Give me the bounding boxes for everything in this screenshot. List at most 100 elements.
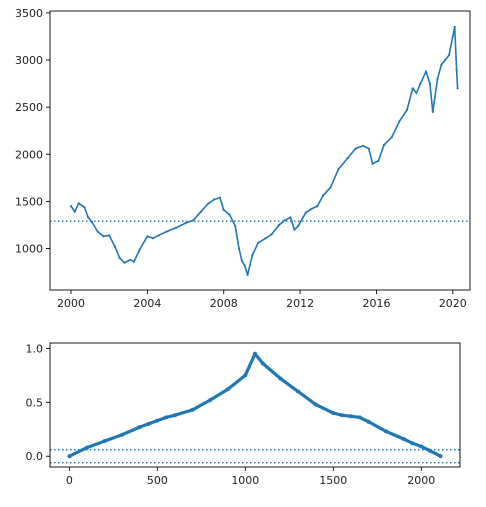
top-data-point [207,202,210,205]
bottom-data-point [190,407,195,412]
top-data-point [321,194,325,197]
bottom-data-point [172,413,177,418]
bottom-x-tick-label: 2000 [407,474,435,487]
top-data-point [371,162,374,165]
top-data-point [425,70,428,73]
bottom-data-point [410,441,415,446]
bottom-x-tick-label: 1500 [319,474,347,487]
top-data-point [83,206,86,209]
bottom-data-point [137,425,142,430]
top-data-point [367,147,370,150]
top-data-point [96,230,99,233]
bottom-data-point [348,414,353,419]
bottom-y-tick-label: 0.5 [26,396,44,409]
bottom-data-point [102,439,107,444]
bottom-axes-frame [49,342,461,468]
top-data-point [390,136,393,139]
bottom-data-point [340,413,345,418]
top-data-point [90,221,94,224]
bottom-data-point [85,445,89,450]
bottom-data-point [67,454,72,459]
top-data-point [377,159,380,162]
top-data-point [192,219,195,222]
top-data-point [436,77,439,80]
top-data-point [310,207,313,210]
top-data-point [398,120,401,123]
bottom-data-point [296,389,301,394]
top-data-point [123,261,126,264]
top-data-point [270,233,273,236]
top-x-tick-label: 2012 [286,297,314,310]
bottom-chart: 0 500 1000 1500 2000 0.0 0.5 1.0 [26,342,461,487]
top-data-point [87,216,90,219]
top-data-point [293,228,296,231]
bottom-data-point [120,432,125,437]
top-x-tick-label: 2000 [57,297,85,310]
bottom-x-tick-label: 0 [66,474,73,487]
top-data-point [354,147,357,150]
top-data-point [77,202,80,205]
bottom-data-point [313,402,318,407]
bottom-x-tick-label: 1000 [231,474,259,487]
top-chart: 2000 2004 2008 2012 2016 2020 1000 1500 2000 2500… [15,7,471,310]
top-x-tick-label: 2020 [439,297,467,310]
bottom-data-point [155,418,160,423]
top-data-point [264,237,267,240]
top-y-tick-label: 3000 [15,54,43,67]
bottom-data-point [225,387,230,392]
bottom-y-tick-label: 1.0 [26,342,44,355]
top-data-point [411,87,414,90]
bottom-data-point [366,419,371,424]
top-data-point [428,82,431,85]
bottom-data-point [243,373,248,378]
bottom-data-point [401,437,406,441]
top-data-point [297,224,300,227]
top-data-point [184,222,187,225]
top-data-point [337,168,340,171]
top-data-point [444,58,447,62]
top-data-point [118,256,121,260]
bottom-data-point [331,411,336,416]
top-data-point [243,264,246,267]
top-data-point [383,143,386,146]
top-y-tick-label: 2000 [15,148,43,161]
bottom-data-point [253,351,257,356]
top-data-point [329,186,332,189]
bottom-data-point [428,448,433,453]
top-data-point [455,68,458,71]
top-data-point [228,213,231,216]
top-data-point [157,234,160,237]
top-data-point [304,211,307,214]
top-data-point [283,219,286,222]
top-data-point [278,223,281,227]
bottom-data-point [357,415,362,420]
bottom-data-point [146,421,151,426]
bottom-x-tick-label: 500 [147,474,168,487]
top-x-tick-label: 2008 [210,297,238,310]
top-data-point [129,258,132,261]
top-data-point [213,198,216,201]
top-data-point [451,35,454,38]
top-data-point [165,230,168,233]
top-series-line-0 [70,26,459,276]
top-data-point [405,108,409,112]
top-data-point [289,216,292,219]
top-data-point [316,205,319,208]
top-data-point [199,210,202,213]
bottom-data-point [278,376,283,381]
top-data-point [138,248,141,251]
top-data-point [431,110,434,113]
top-data-point [102,235,105,238]
top-data-point [419,82,422,85]
top-data-point [234,224,237,227]
top-y-tick-label: 1500 [15,195,43,208]
top-data-point [69,205,73,208]
top-data-point [251,254,254,257]
top-data-point [132,260,136,263]
bottom-data-point [208,398,213,403]
bottom-data-point [164,415,169,420]
top-data-point [257,241,260,244]
bottom-data-point [384,429,389,434]
top-data-point [246,273,249,276]
